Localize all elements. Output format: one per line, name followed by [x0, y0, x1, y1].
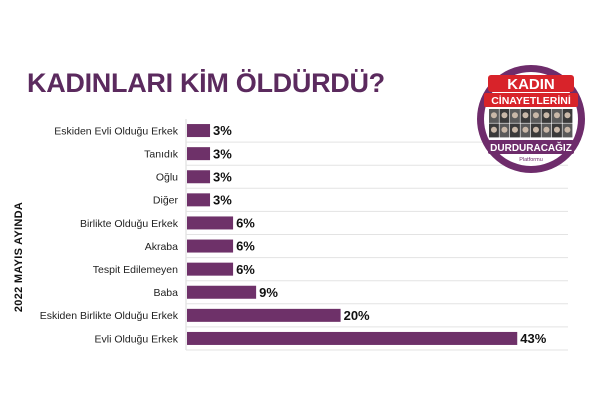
logo-line4: Platformu: [519, 157, 543, 163]
kadin-cinayetleri-logo: KADIN CİNAYETLERİNİ DURDURACAĞIZ Platfor…: [477, 65, 585, 173]
logo-mid-band: [484, 93, 578, 107]
face-icon: [511, 112, 518, 119]
value-label: 3%: [213, 123, 232, 138]
logo-line3: DURDURACAĞIZ: [490, 141, 572, 154]
bar: [187, 285, 257, 299]
value-label: 6%: [236, 239, 255, 254]
face-icon: [501, 112, 508, 119]
value-label: 43%: [520, 331, 546, 346]
value-labels-group: 3% 3% 3% 3% 6% 6% 6% 9% 20% 43%: [213, 123, 547, 346]
face-icon: [490, 112, 497, 119]
bars-group: [187, 124, 518, 345]
bar: [187, 193, 211, 207]
face-icon: [501, 126, 508, 133]
face-icon: [490, 126, 497, 133]
grid-lines: [185, 119, 568, 351]
face-icon: [511, 126, 518, 133]
value-label: 3%: [213, 192, 232, 207]
category-labels-group: Eskiden Evli Olduğu Erkek Tanıdık Oğlu Diğe…: [40, 125, 179, 345]
bar: [187, 331, 518, 345]
logo-line2: CİNAYETLERİNİ: [491, 94, 571, 107]
logo-line1: KADIN: [507, 76, 555, 93]
face-icon: [553, 112, 560, 119]
category-label: Tespit Edilemeyen: [93, 264, 178, 276]
value-label: 3%: [213, 146, 232, 161]
category-label: Eskiden Evli Olduğu Erkek: [54, 125, 178, 137]
face-icon: [522, 126, 529, 133]
logo-bottom-band: [488, 140, 574, 154]
value-label: 3%: [213, 169, 232, 184]
face-icon: [532, 112, 539, 119]
logo-top-band: [488, 75, 574, 92]
category-label: Akraba: [145, 241, 178, 253]
bar: [187, 308, 341, 322]
category-label: Oğlu: [156, 172, 178, 184]
category-label: Eskiden Birlikte Olduğu Erkek: [40, 310, 179, 322]
value-label: 20%: [344, 308, 370, 323]
logo-photo-strip: [489, 109, 573, 138]
category-label: Tanıdık: [144, 148, 179, 160]
face-icon: [522, 112, 529, 119]
bar: [187, 124, 211, 138]
bar: [187, 170, 211, 184]
bar: [187, 147, 211, 161]
face-icon: [564, 112, 571, 119]
face-icon: [553, 126, 560, 133]
bar: [187, 239, 234, 253]
category-label: Diğer: [153, 195, 179, 207]
face-icon: [543, 112, 550, 119]
chart-title: KADINLARI KİM ÖLDÜRDÜ?: [27, 68, 385, 98]
face-icon: [564, 126, 571, 133]
category-label: Birlikte Olduğu Erkek: [80, 218, 179, 230]
face-icon: [543, 126, 550, 133]
value-label: 9%: [259, 285, 278, 300]
value-label: 6%: [236, 216, 255, 231]
category-label: Evli Olduğu Erkek: [95, 333, 179, 345]
face-icon: [532, 126, 539, 133]
value-label: 6%: [236, 262, 255, 277]
category-label: Baba: [153, 287, 178, 299]
bar: [187, 262, 234, 276]
bar: [187, 216, 234, 230]
